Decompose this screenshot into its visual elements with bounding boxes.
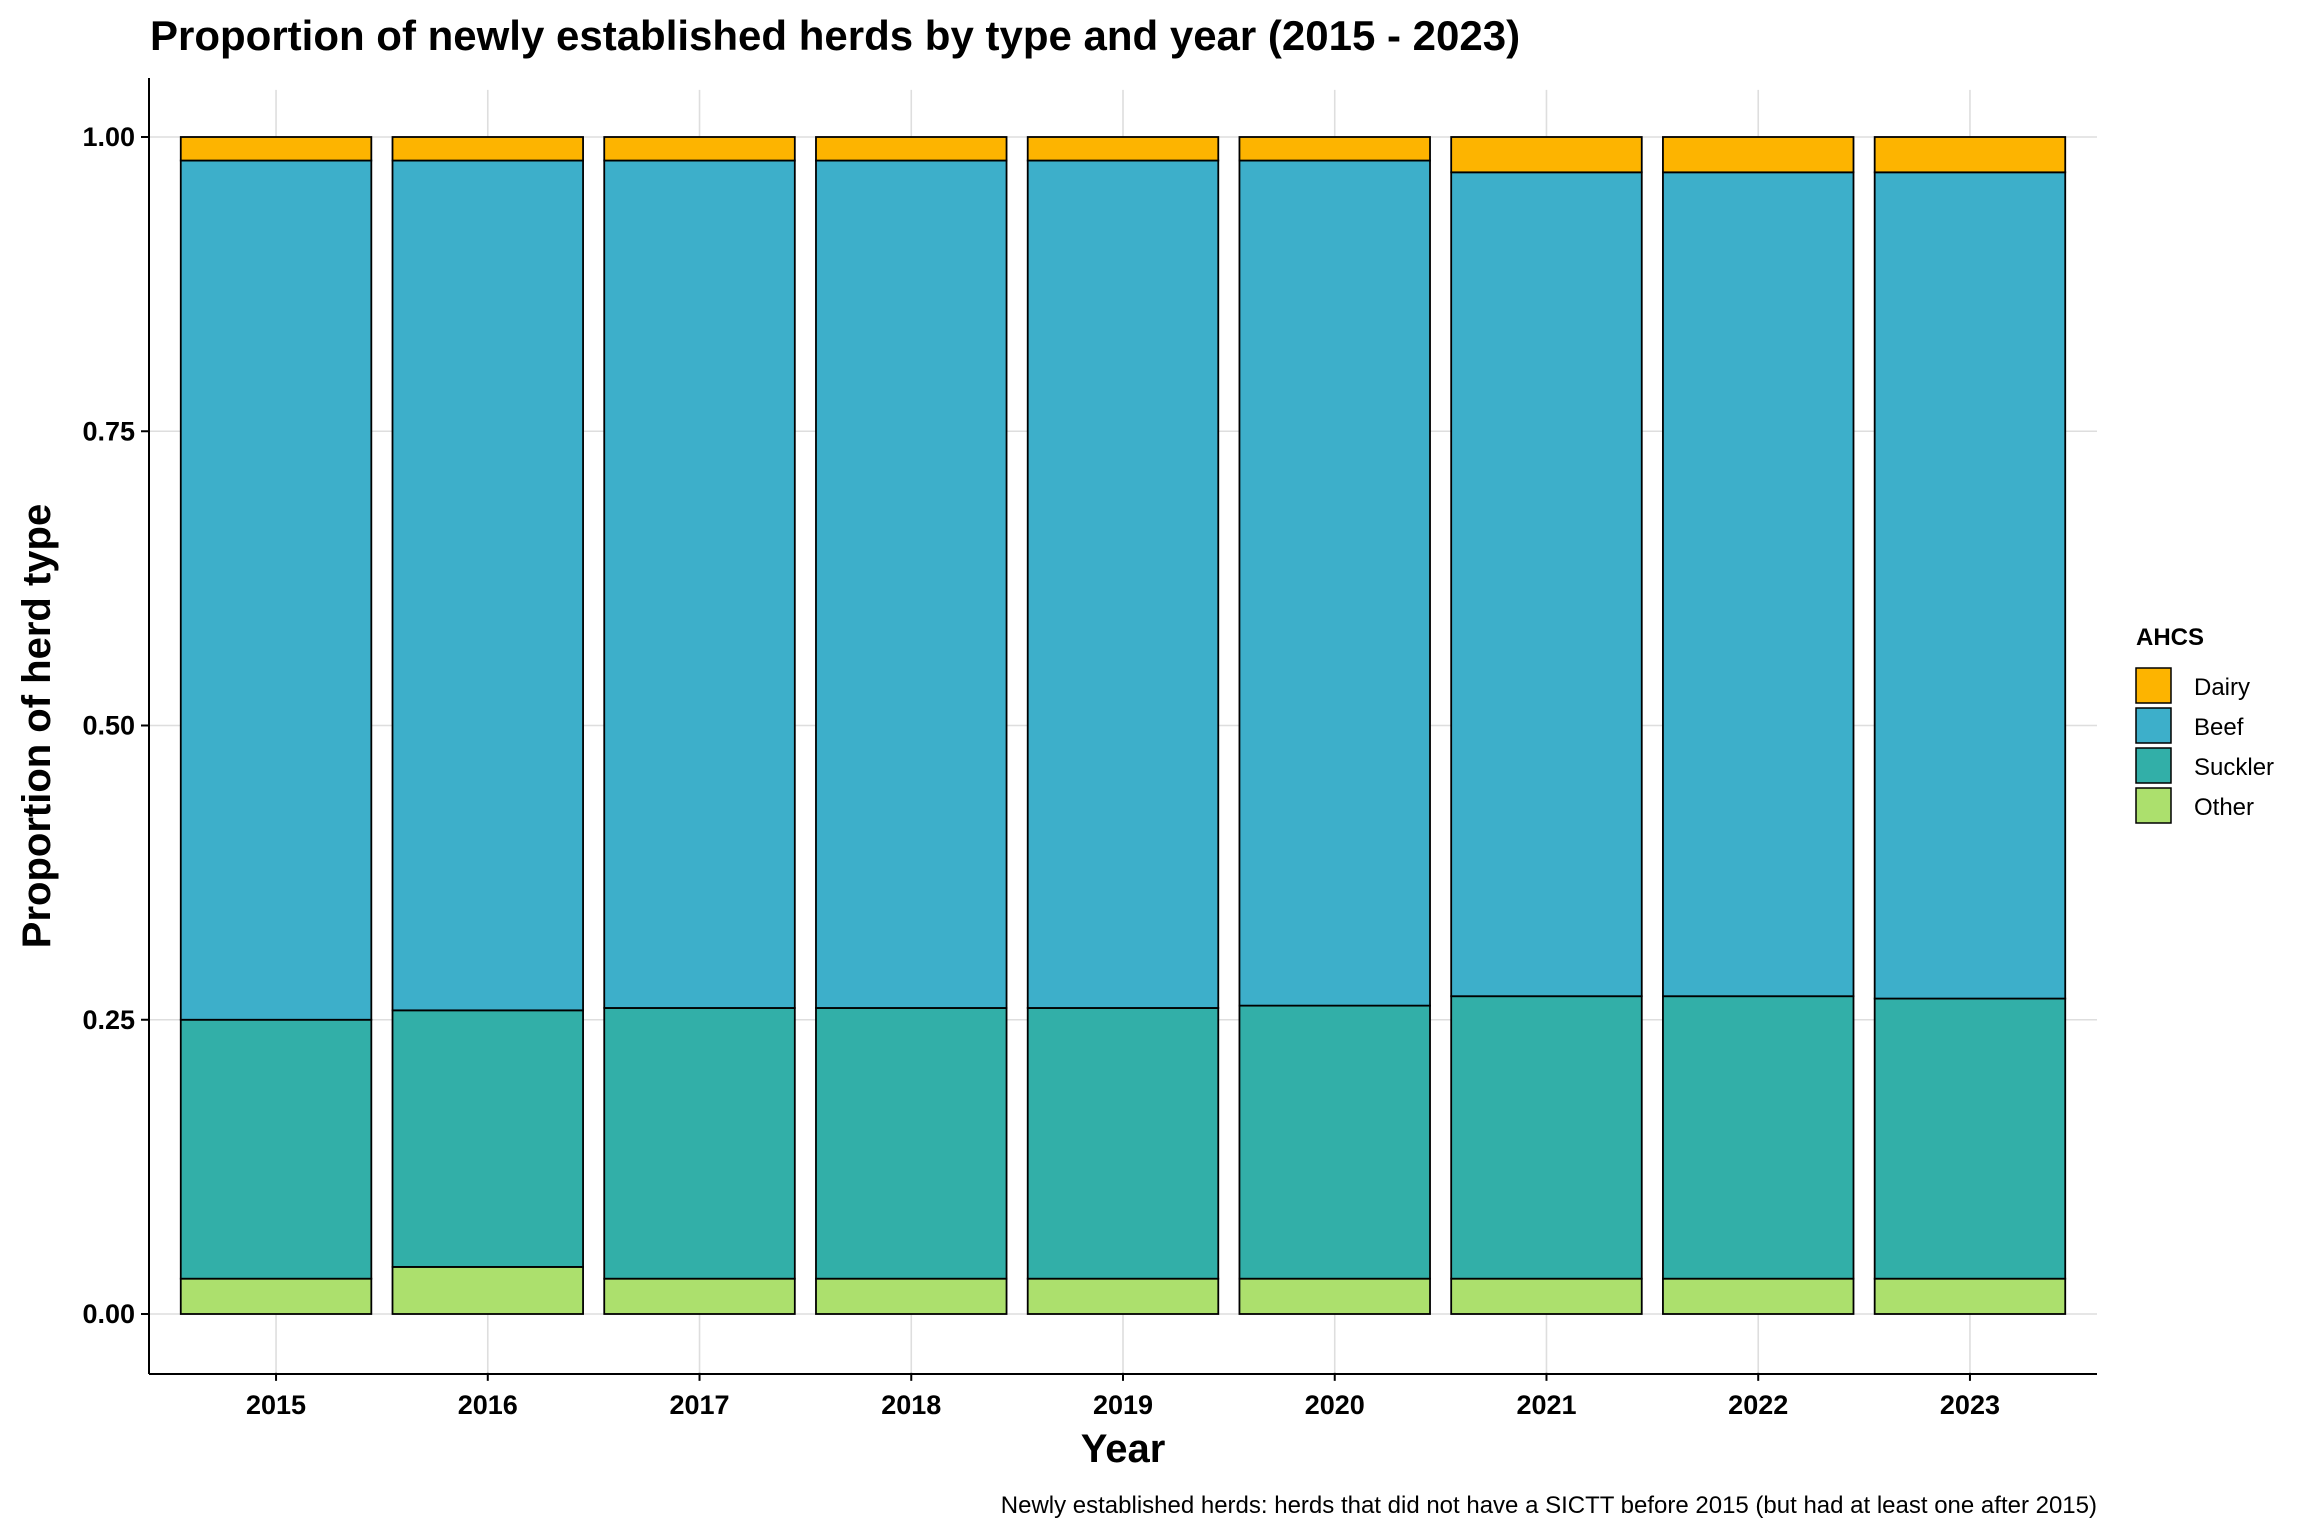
y-axis-title: Proportion of herd type [15, 504, 59, 948]
legend-swatch-beef [2135, 707, 2172, 744]
legend-swatch-dairy [2135, 667, 2172, 704]
bar-beef-2015 [179, 159, 373, 1021]
legend-swatch-other [2135, 787, 2172, 824]
x-axis-title: Year [1081, 1427, 1166, 1471]
bar-other-2023 [1873, 1277, 2067, 1315]
legend-swatch-suckler [2135, 747, 2172, 784]
y-tick-label-0.25: 0.25 [82, 1005, 135, 1035]
bar-beef-2021 [1450, 171, 1643, 998]
bars [179, 136, 2067, 1315]
bar-dairy-2016 [391, 136, 584, 162]
bar-suckler-2016 [391, 1009, 584, 1268]
bar-suckler-2015 [179, 1018, 373, 1280]
bar-dairy-2019 [1026, 136, 1220, 162]
bar-beef-2017 [603, 159, 796, 1009]
bar-suckler-2017 [603, 1007, 796, 1280]
bar-suckler-2023 [1873, 997, 2067, 1280]
bar-other-2021 [1450, 1277, 1643, 1315]
bar-dairy-2021 [1450, 136, 1643, 174]
x-tick-label-2021: 2021 [1516, 1390, 1576, 1420]
bar-suckler-2018 [815, 1007, 1008, 1280]
bar-beef-2016 [391, 159, 584, 1012]
bar-dairy-2020 [1238, 136, 1431, 162]
x-tick-label-2016: 2016 [458, 1390, 518, 1420]
y-axis-ticks: 0.00 0.25 0.50 0.75 1.00 [82, 122, 149, 1329]
x-axis-ticks: 2015 2016 2017 2018 2019 2020 2021 2022 2023 [246, 1372, 2000, 1420]
bar-dairy-2015 [179, 136, 373, 162]
bar-beef-2023 [1873, 171, 2067, 1000]
legend-label-beef: Beef [2194, 714, 2244, 741]
bar-beef-2020 [1238, 159, 1431, 1007]
bar-suckler-2019 [1026, 1007, 1220, 1280]
y-tick-label-0.50: 0.50 [82, 711, 135, 741]
bar-dairy-2023 [1873, 136, 2067, 174]
bar-other-2020 [1238, 1277, 1431, 1315]
bar-beef-2022 [1662, 171, 1855, 998]
bar-suckler-2021 [1450, 995, 1643, 1280]
bar-other-2019 [1026, 1277, 1220, 1315]
bar-suckler-2020 [1238, 1004, 1431, 1280]
legend-label-suckler: Suckler [2194, 754, 2274, 781]
x-tick-label-2023: 2023 [1940, 1390, 2000, 1420]
x-tick-label-2018: 2018 [881, 1390, 941, 1420]
y-tick-label-1.00: 1.00 [82, 122, 135, 152]
legend: AHCS Dairy Beef Suckler Other [2135, 624, 2274, 824]
chart-title: Proportion of newly established herds by… [150, 12, 1520, 59]
bar-dairy-2017 [603, 136, 796, 162]
bar-other-2015 [179, 1277, 373, 1315]
legend-label-other: Other [2194, 794, 2254, 821]
legend-title: AHCS [2136, 624, 2204, 651]
x-tick-label-2022: 2022 [1728, 1390, 1788, 1420]
bar-beef-2019 [1026, 159, 1220, 1009]
x-tick-label-2019: 2019 [1093, 1390, 1153, 1420]
bar-suckler-2022 [1662, 995, 1855, 1280]
bar-other-2022 [1662, 1277, 1855, 1315]
chart-caption: Newly established herds: herds that did … [1001, 1492, 2097, 1519]
x-tick-label-2015: 2015 [246, 1390, 306, 1420]
bar-other-2017 [603, 1277, 796, 1315]
legend-label-dairy: Dairy [2194, 674, 2250, 701]
bar-beef-2018 [815, 159, 1008, 1009]
y-tick-label-0.75: 0.75 [82, 416, 135, 446]
x-tick-label-2017: 2017 [669, 1390, 729, 1420]
bar-other-2016 [391, 1266, 584, 1315]
x-tick-label-2020: 2020 [1305, 1390, 1365, 1420]
y-tick-label-0.00: 0.00 [82, 1299, 135, 1329]
bar-other-2018 [815, 1277, 1008, 1315]
bar-dairy-2022 [1662, 136, 1855, 174]
bar-dairy-2018 [815, 136, 1008, 162]
